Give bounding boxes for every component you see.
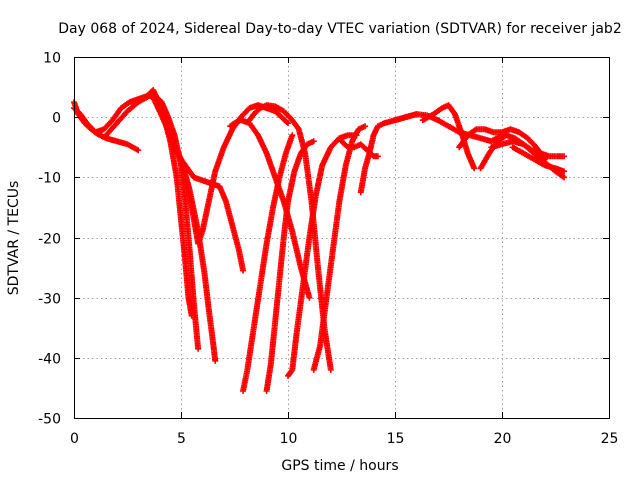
data-point bbox=[561, 174, 568, 181]
data-point bbox=[285, 120, 291, 127]
series-arc-14 bbox=[357, 111, 420, 196]
axis-ticks bbox=[74, 57, 610, 419]
x-tick-labels: 0 5 10 15 20 25 bbox=[70, 431, 618, 447]
y-tick-label: -20 bbox=[38, 232, 61, 248]
data-point bbox=[195, 345, 202, 352]
series-arc-6 bbox=[167, 102, 291, 247]
grid-lines bbox=[74, 57, 609, 418]
data-point bbox=[240, 267, 247, 274]
y-tick-label: 10 bbox=[43, 51, 61, 67]
y-tick-label: -50 bbox=[38, 412, 61, 428]
data-point bbox=[212, 357, 219, 364]
series-layer bbox=[71, 87, 568, 394]
x-tick-label: 5 bbox=[177, 431, 186, 447]
y-axis-label: SDTVAR / TECUs bbox=[6, 181, 22, 296]
y-tick-label: -40 bbox=[38, 352, 61, 368]
y-tick-labels: 10 0 -10 -20 -30 -40 -50 bbox=[38, 51, 61, 428]
series-arc-12 bbox=[310, 123, 369, 373]
data-point bbox=[135, 147, 142, 154]
data-point bbox=[310, 138, 317, 145]
data-point bbox=[327, 366, 334, 373]
y-tick-label: -10 bbox=[38, 171, 61, 187]
x-tick-label: 15 bbox=[387, 431, 405, 447]
series-arc-9 bbox=[240, 132, 296, 394]
series-arc-3 bbox=[103, 93, 202, 352]
y-tick-label: -30 bbox=[38, 292, 61, 308]
series-arc-10 bbox=[263, 138, 317, 394]
data-point bbox=[471, 165, 478, 172]
series-arc-16 bbox=[419, 102, 478, 172]
data-point bbox=[374, 153, 381, 160]
x-tick-label: 0 bbox=[70, 431, 79, 447]
x-axis-label: GPS time / hours bbox=[281, 458, 398, 474]
x-tick-label: 10 bbox=[280, 431, 298, 447]
series-arc-11 bbox=[285, 132, 360, 379]
data-point bbox=[362, 123, 369, 130]
data-point bbox=[306, 294, 313, 301]
series-arc-2 bbox=[71, 87, 195, 319]
x-tick-label: 20 bbox=[494, 431, 512, 447]
y-tick-label: 0 bbox=[52, 111, 61, 127]
data-point bbox=[561, 168, 568, 175]
data-point bbox=[289, 132, 296, 139]
data-point bbox=[561, 153, 568, 160]
x-tick-label: 25 bbox=[601, 431, 619, 447]
chart-title: Day 068 of 2024, Sidereal Day-to-day VTE… bbox=[58, 21, 621, 37]
series-arc-20 bbox=[509, 144, 568, 175]
